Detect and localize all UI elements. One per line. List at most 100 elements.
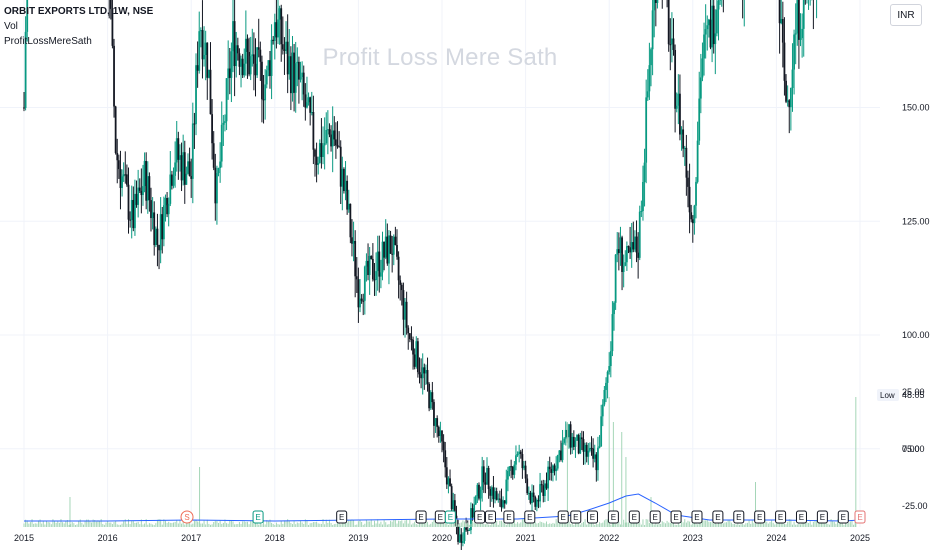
candle-body[interactable] [415, 341, 418, 367]
earnings-event-icon[interactable] [712, 510, 724, 524]
candle-body[interactable] [334, 139, 337, 146]
candle-body[interactable] [433, 402, 435, 426]
candle-body[interactable] [794, 33, 797, 35]
candle-body[interactable] [516, 454, 519, 456]
candle-body[interactable] [550, 469, 553, 473]
candle-body[interactable] [343, 168, 345, 192]
candle-body[interactable] [280, 8, 283, 45]
candle-body[interactable] [680, 129, 683, 135]
candle-body[interactable] [267, 60, 270, 71]
candle-body[interactable] [560, 450, 562, 460]
candle-body[interactable] [478, 484, 480, 499]
candle-body[interactable] [553, 465, 556, 472]
candle-body[interactable] [572, 436, 575, 447]
candle-body[interactable] [191, 123, 194, 179]
candle-body[interactable] [556, 455, 559, 469]
candle-body[interactable] [498, 498, 501, 500]
candle-body[interactable] [789, 88, 792, 108]
candle-body[interactable] [425, 369, 427, 374]
candle-body[interactable] [159, 214, 162, 251]
candle-body[interactable] [220, 124, 223, 162]
candle-body[interactable] [453, 500, 456, 516]
candle-body[interactable] [198, 31, 201, 71]
candle-body[interactable] [484, 482, 487, 485]
candle-body[interactable] [505, 479, 508, 504]
candle-body[interactable] [605, 382, 607, 391]
candle-body[interactable] [619, 237, 622, 254]
candle-body[interactable] [272, 39, 275, 41]
candle-body[interactable] [187, 161, 189, 174]
candle-body[interactable] [236, 45, 239, 54]
earnings-event-icon[interactable] [795, 510, 807, 524]
candle-body[interactable] [127, 184, 130, 220]
candle-body[interactable] [410, 339, 413, 341]
candle-body[interactable] [207, 69, 210, 78]
candle-body[interactable] [320, 143, 323, 158]
candle-body[interactable] [714, 33, 717, 45]
candle-body[interactable] [206, 42, 209, 78]
candle-body[interactable] [146, 176, 149, 201]
candle-body[interactable] [487, 467, 490, 490]
candle-body[interactable] [696, 140, 699, 182]
candle-body[interactable] [537, 499, 540, 502]
candle-body[interactable] [515, 455, 517, 465]
candle-body[interactable] [704, 29, 707, 35]
candle-body[interactable] [653, 0, 656, 11]
earnings-event-icon[interactable] [628, 510, 640, 524]
earnings-event-icon[interactable] [649, 510, 661, 524]
candle-body[interactable] [307, 97, 310, 103]
candle-body[interactable] [671, 38, 673, 45]
candle-body[interactable] [302, 72, 305, 95]
earnings-event-icon[interactable] [816, 510, 828, 524]
candle-body[interactable] [609, 351, 612, 367]
candle-body[interactable] [450, 486, 453, 510]
candle-body[interactable] [682, 129, 685, 149]
candle-body[interactable] [262, 99, 265, 101]
candle-body[interactable] [233, 21, 236, 67]
candle-body[interactable] [466, 529, 469, 531]
candle-body[interactable] [270, 39, 273, 76]
candle-body[interactable] [412, 339, 414, 355]
candle-body[interactable] [458, 534, 461, 542]
candle-body[interactable] [416, 341, 419, 373]
candle-body[interactable] [688, 186, 691, 213]
candle-body[interactable] [113, 45, 115, 107]
candle-body[interactable] [265, 70, 268, 85]
candle-body[interactable] [802, 0, 805, 29]
candle-body[interactable] [273, 22, 276, 41]
candle-body[interactable] [632, 242, 635, 250]
candle-body[interactable] [617, 249, 620, 254]
candle-body[interactable] [580, 437, 583, 440]
candle-body[interactable] [674, 50, 677, 109]
candle-body[interactable] [293, 52, 295, 93]
earnings-event-icon[interactable] [691, 510, 703, 524]
candle-body[interactable] [122, 174, 125, 177]
candle-body[interactable] [645, 97, 648, 163]
candle-body[interactable] [494, 491, 496, 500]
earnings-event-icon[interactable] [503, 510, 515, 524]
candle-body[interactable] [244, 38, 247, 64]
candle-body[interactable] [611, 314, 614, 352]
candle-body[interactable] [582, 439, 585, 452]
candle-body[interactable] [326, 129, 329, 131]
candle-body[interactable] [370, 255, 373, 259]
candle-body[interactable] [471, 508, 474, 518]
candle-body[interactable] [291, 52, 294, 94]
candle-body[interactable] [318, 143, 321, 164]
candle-body[interactable] [507, 470, 509, 480]
earnings-event-icon[interactable] [854, 510, 866, 524]
candle-body[interactable] [183, 152, 186, 185]
candle-body[interactable] [209, 69, 212, 115]
candle-body[interactable] [310, 112, 313, 114]
candle-body[interactable] [408, 333, 411, 340]
candle-body[interactable] [614, 254, 617, 303]
candle-body[interactable] [309, 97, 312, 113]
candle-body[interactable] [339, 146, 342, 187]
candle-body[interactable] [508, 466, 511, 471]
earnings-event-icon[interactable] [557, 510, 569, 524]
candle-body[interactable] [613, 302, 615, 315]
candle-body[interactable] [486, 467, 488, 485]
candle-body[interactable] [338, 146, 341, 148]
